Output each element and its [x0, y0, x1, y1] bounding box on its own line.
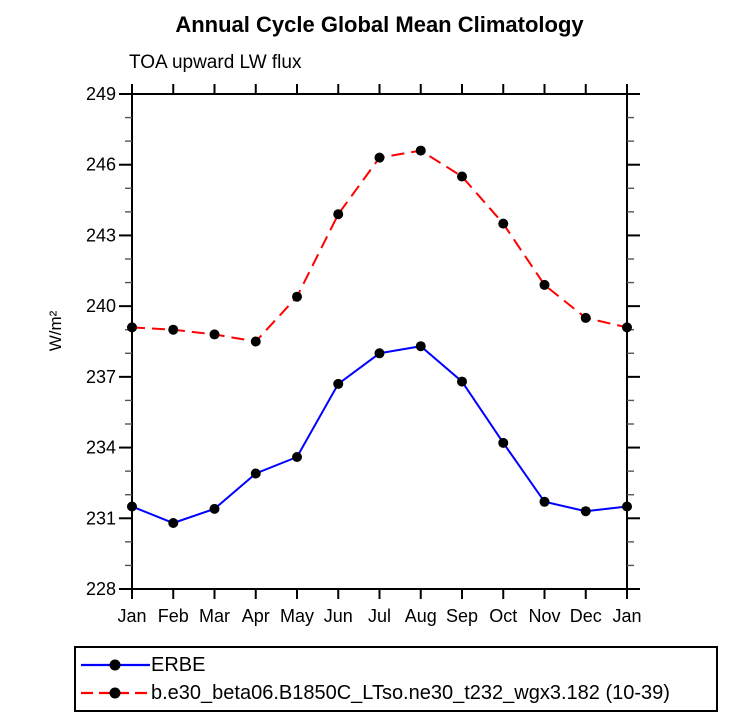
legend-row-model: b.e30_beta06.B1850C_LTso.ne30_t232_wgx3.…: [80, 679, 714, 707]
legend-line-sample-erbe: [81, 659, 150, 671]
data-point-marker: [292, 452, 302, 462]
legend-label-model: b.e30_beta06.B1850C_LTso.ne30_t232_wgx3.…: [151, 682, 670, 704]
legend-marker-icon: [109, 659, 121, 671]
data-point-marker: [622, 322, 632, 333]
data-point-marker: [539, 496, 550, 507]
y-tick-label: 237: [86, 367, 116, 387]
data-point-marker: [168, 324, 179, 335]
legend-row-erbe: ERBE: [80, 651, 714, 679]
data-point-marker: [168, 518, 179, 528]
data-point-marker: [250, 336, 261, 347]
y-tick-label: 249: [86, 84, 116, 104]
y-tick-label: 240: [86, 296, 116, 316]
data-point-marker: [580, 506, 591, 517]
x-tick-label: Sep: [446, 606, 478, 626]
x-tick-label: Oct: [489, 606, 517, 626]
legend: ERBE b.e30_beta06.B1850C_LTso.ne30_t232_…: [74, 646, 718, 712]
x-tick-label: Jul: [368, 606, 391, 626]
data-point-marker: [333, 209, 344, 220]
series-line-0: [131, 345, 628, 525]
data-point-marker: [333, 378, 344, 389]
legend-marker-icon: [109, 687, 121, 699]
legend-line-sample-model: [81, 687, 150, 699]
data-point-marker: [374, 348, 385, 359]
x-tick-label: Nov: [528, 606, 560, 626]
data-point-marker: [209, 503, 220, 514]
x-tick-label: Aug: [405, 606, 437, 626]
data-point-marker: [415, 341, 426, 352]
x-tick-label: Jan: [612, 606, 641, 626]
data-point-marker: [457, 376, 467, 387]
chart-subtitle: TOA upward LW flux: [129, 52, 302, 73]
data-point-marker: [292, 291, 302, 302]
data-point-marker: [250, 468, 261, 479]
y-tick-label: 246: [86, 155, 116, 175]
page-title: Annual Cycle Global Mean Climatology: [175, 12, 584, 37]
series-line-1: [131, 149, 628, 343]
data-point-marker: [498, 218, 509, 229]
data-point-marker: [622, 501, 632, 512]
y-tick-label: 228: [86, 579, 116, 599]
data-point-marker: [374, 152, 385, 163]
data-point-marker: [209, 329, 220, 340]
y-tick-label: 243: [86, 225, 116, 245]
legend-label-erbe: ERBE: [151, 654, 206, 676]
data-point-marker: [415, 145, 426, 156]
x-tick-label: Feb: [158, 606, 189, 626]
data-point-marker: [539, 279, 550, 290]
data-point-marker: [498, 437, 509, 448]
x-tick-label: May: [280, 606, 314, 626]
plot-frame: [131, 93, 628, 590]
data-point-marker: [457, 171, 467, 182]
x-tick-label: Dec: [570, 606, 602, 626]
data-point-marker: [127, 322, 137, 333]
x-tick-label: Apr: [242, 606, 270, 626]
x-tick-label: Jan: [117, 606, 146, 626]
y-tick-label: 231: [86, 508, 116, 528]
x-tick-label: Jun: [324, 606, 353, 626]
data-point-marker: [127, 501, 137, 512]
data-point-marker: [580, 312, 591, 323]
y-tick-label: 234: [86, 438, 116, 458]
x-tick-label: Mar: [199, 606, 230, 626]
plot-area: Jan Feb Mar Apr May Jun Jul Aug Sep Oct Nov Dec Jan2…: [86, 84, 642, 626]
